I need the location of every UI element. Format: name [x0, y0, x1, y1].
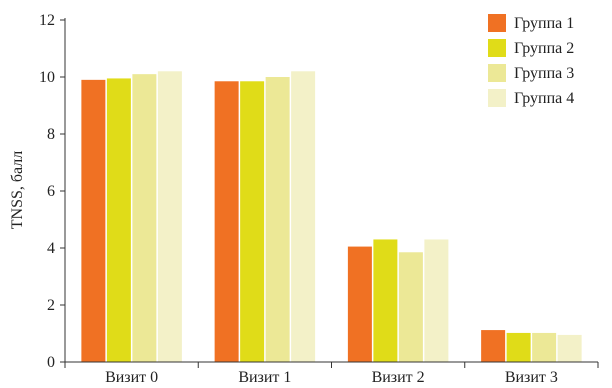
legend-label-2: Группа 2 — [514, 40, 574, 57]
bars — [81, 71, 582, 363]
bar-1-3 — [347, 246, 372, 362]
x-tick-label: Визит 1 — [238, 369, 291, 386]
y-tick-label: 10 — [39, 69, 55, 86]
bar-3-1 — [132, 74, 157, 363]
bar-3-4 — [532, 332, 557, 362]
bar-1-1 — [81, 79, 106, 362]
bar-2-2 — [240, 81, 265, 362]
bar-3-3 — [398, 252, 423, 362]
bar-3-2 — [265, 77, 290, 362]
y-tick-label: 8 — [47, 126, 55, 143]
y-axis-title-group: TNSS, балл — [9, 151, 26, 229]
y-tick-label: 0 — [47, 354, 55, 371]
legend-swatch-4 — [488, 89, 506, 107]
bar-4-2 — [291, 71, 316, 363]
bar-1-2 — [214, 81, 239, 362]
legend-label-1: Группа 1 — [514, 15, 574, 32]
y-axis-title: TNSS, балл — [9, 151, 26, 229]
x-tick-label: Визит 2 — [372, 369, 425, 386]
legend-swatch-2 — [488, 39, 506, 57]
y-ticks: 0 2 4 6 8 10 12 — [39, 12, 65, 371]
x-ticks: Визит 0 Визит 1 Визит 2 Визит 3 — [64, 362, 599, 386]
bar-2-3 — [373, 239, 398, 362]
x-tick-label: Визит 0 — [105, 369, 158, 386]
y-tick-label: 6 — [47, 183, 55, 200]
x-tick-label: Визит 3 — [505, 369, 558, 386]
legend-label-4: Группа 4 — [514, 90, 574, 107]
legend-swatch-1 — [488, 14, 506, 32]
bar-1-4 — [481, 330, 506, 362]
legend: Группа 1 Группа 2 Группа 3 Группа 4 — [488, 14, 574, 107]
y-tick-label: 4 — [47, 240, 55, 257]
y-tick-label: 2 — [47, 297, 55, 314]
bar-4-1 — [157, 71, 182, 363]
bar-2-4 — [506, 332, 531, 362]
y-tick-label: 12 — [39, 12, 55, 29]
bar-4-3 — [424, 239, 449, 362]
bar-2-1 — [106, 78, 131, 363]
bar-4-4 — [557, 334, 582, 362]
legend-label-3: Группа 3 — [514, 65, 574, 82]
legend-swatch-3 — [488, 64, 506, 82]
